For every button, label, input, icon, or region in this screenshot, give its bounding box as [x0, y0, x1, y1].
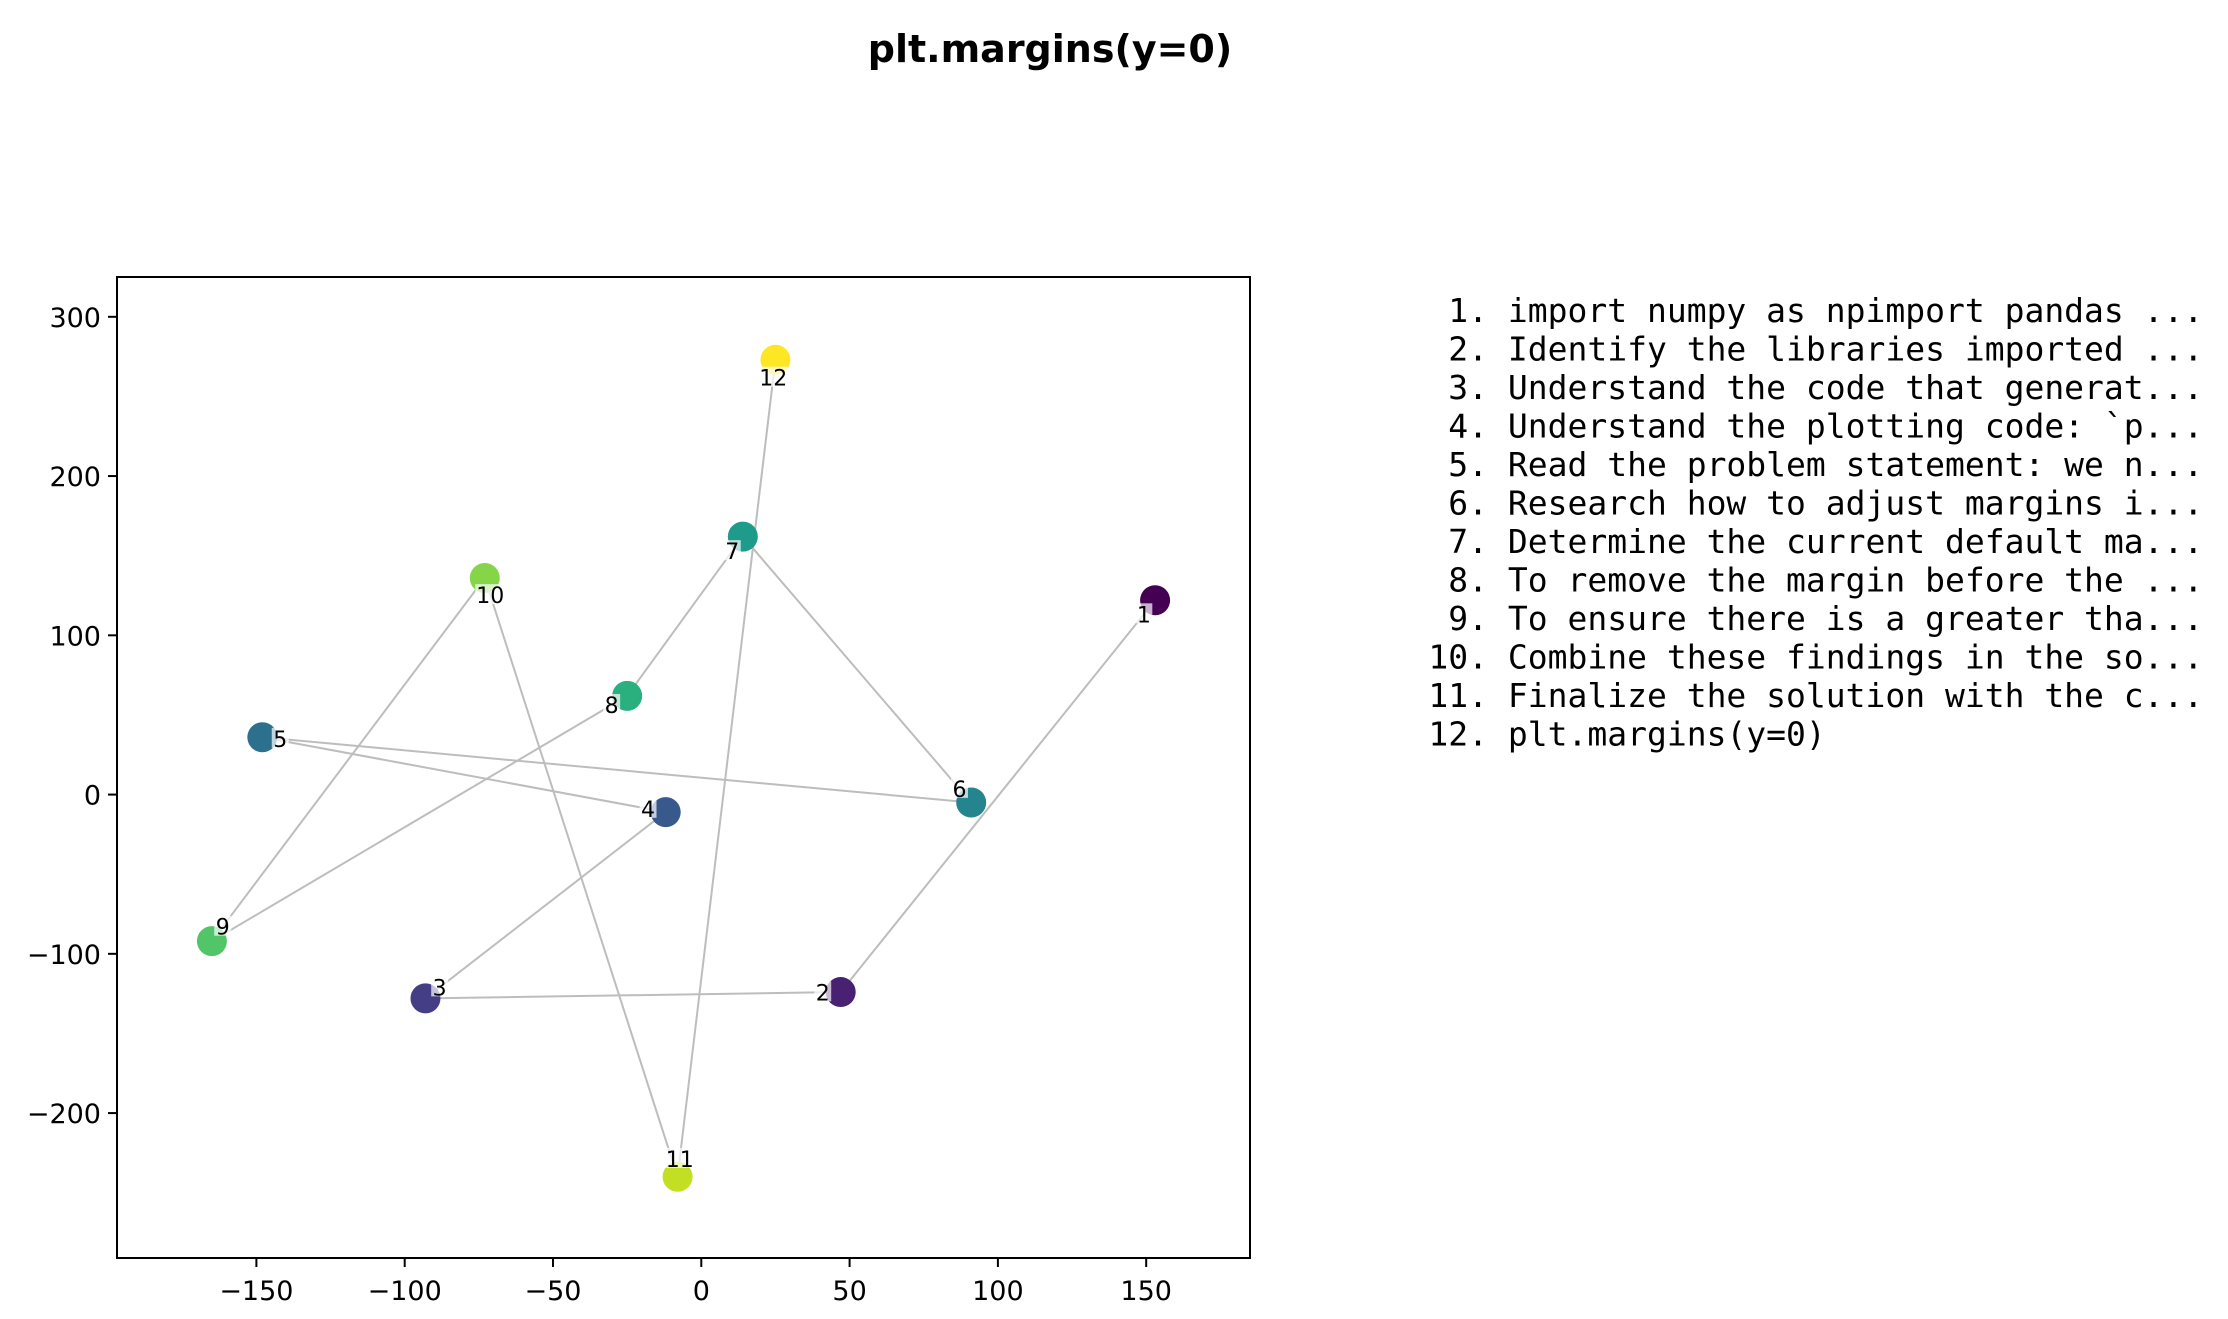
step-text: To remove the margin before the ...	[1508, 561, 2203, 600]
step-text: Combine these findings in the so...	[1508, 638, 2203, 677]
connector-line	[211, 694, 628, 942]
step-number: 11.	[1428, 676, 1488, 715]
point-label-bg	[758, 366, 789, 387]
step-number: 2.	[1448, 330, 1488, 369]
step-text: Finalize the solution with the c...	[1508, 676, 2203, 715]
y-tick-label: 300	[49, 303, 101, 334]
connecting-lines	[211, 359, 1156, 1178]
point-label-bg	[639, 797, 657, 818]
steps-list: 1. import numpy as npimport pandas ... 2. I…	[1428, 291, 2203, 754]
connector-line	[839, 599, 1156, 993]
point-label-9: 9	[216, 916, 230, 941]
step-number: 6.	[1448, 484, 1488, 523]
point-label-2: 2	[816, 981, 830, 1006]
step-text: Research how to adjust margins i...	[1508, 484, 2203, 523]
y-tick-label: −100	[27, 940, 101, 971]
connector-line	[424, 811, 667, 1000]
point-label-11: 11	[666, 1148, 694, 1173]
step-number: 7.	[1448, 522, 1488, 561]
y-tick-label: 100	[49, 621, 101, 652]
x-tick-label: −150	[219, 1276, 293, 1307]
point-label-10: 10	[476, 584, 504, 609]
data-point-5	[247, 722, 278, 753]
x-tick-label: 50	[832, 1276, 866, 1307]
connector-line	[483, 577, 679, 1178]
point-label-12: 12	[759, 367, 787, 392]
step-number: 8.	[1448, 561, 1488, 600]
connector-line	[626, 535, 744, 697]
step-text: To ensure there is a greater tha...	[1508, 599, 2203, 638]
point-label-3: 3	[433, 976, 447, 1001]
point-label-bg	[664, 1147, 695, 1168]
point-label-1: 1	[1137, 603, 1151, 628]
point-label-8: 8	[605, 694, 619, 719]
point-label-7: 7	[725, 540, 739, 565]
y-tick-label: 0	[84, 781, 101, 812]
point-label-bg	[431, 976, 449, 997]
step-text: Read the problem statement: we n...	[1508, 445, 2203, 484]
connector-line	[262, 736, 666, 814]
x-tick-label: −50	[525, 1276, 582, 1307]
data-point-11	[662, 1161, 693, 1192]
step-text: Identify the libraries imported ...	[1508, 330, 2203, 369]
y-tick-label: 200	[49, 462, 101, 493]
step-number: 1.	[1448, 291, 1488, 330]
connector-line	[425, 991, 841, 1000]
step-number: 5.	[1448, 445, 1488, 484]
step-number: 12.	[1428, 715, 1488, 754]
point-label-bg	[603, 693, 621, 714]
point-label-bg	[1135, 603, 1153, 624]
point-label-4: 4	[641, 798, 655, 823]
step-number: 9.	[1448, 599, 1488, 638]
point-label-bg	[723, 540, 741, 561]
point-label-5: 5	[273, 728, 287, 753]
x-tick-label: 0	[693, 1276, 710, 1307]
data-point-4	[650, 797, 681, 828]
step-number: 4.	[1448, 407, 1488, 446]
step-text: plt.margins(y=0)	[1508, 715, 1826, 754]
step-text: Understand the code that generat...	[1508, 368, 2203, 407]
step-text: Determine the current default ma...	[1508, 522, 2203, 561]
point-label-bg	[271, 727, 289, 748]
x-tick-label: 150	[1120, 1276, 1172, 1307]
y-axis-ticks: −200 −100 0 100 200 300	[27, 303, 117, 1130]
chart-title: plt.margins(y=0)	[868, 27, 1233, 71]
plot-area-frame	[116, 276, 1251, 1259]
y-tick-label: −200	[27, 1099, 101, 1130]
connector-line	[262, 736, 972, 804]
connector-line	[742, 535, 972, 804]
x-tick-label: 100	[972, 1276, 1024, 1307]
point-label-bg	[814, 981, 832, 1002]
x-axis-ticks: −150 −100 −50 0 50 100 150	[219, 1258, 1172, 1307]
step-text: import numpy as npimport pandas ...	[1508, 291, 2203, 330]
point-label-bg	[475, 584, 506, 605]
x-tick-label: −100	[368, 1276, 442, 1307]
step-text: Understand the plotting code: `p...	[1508, 407, 2203, 446]
point-label-bg	[950, 777, 968, 798]
step-number: 10.	[1428, 638, 1488, 677]
point-label-bg	[214, 915, 232, 936]
data-point-2	[825, 977, 856, 1008]
point-label-6: 6	[952, 778, 966, 803]
step-number: 3.	[1448, 368, 1488, 407]
connector-line	[211, 577, 486, 942]
connector-line	[676, 359, 777, 1177]
